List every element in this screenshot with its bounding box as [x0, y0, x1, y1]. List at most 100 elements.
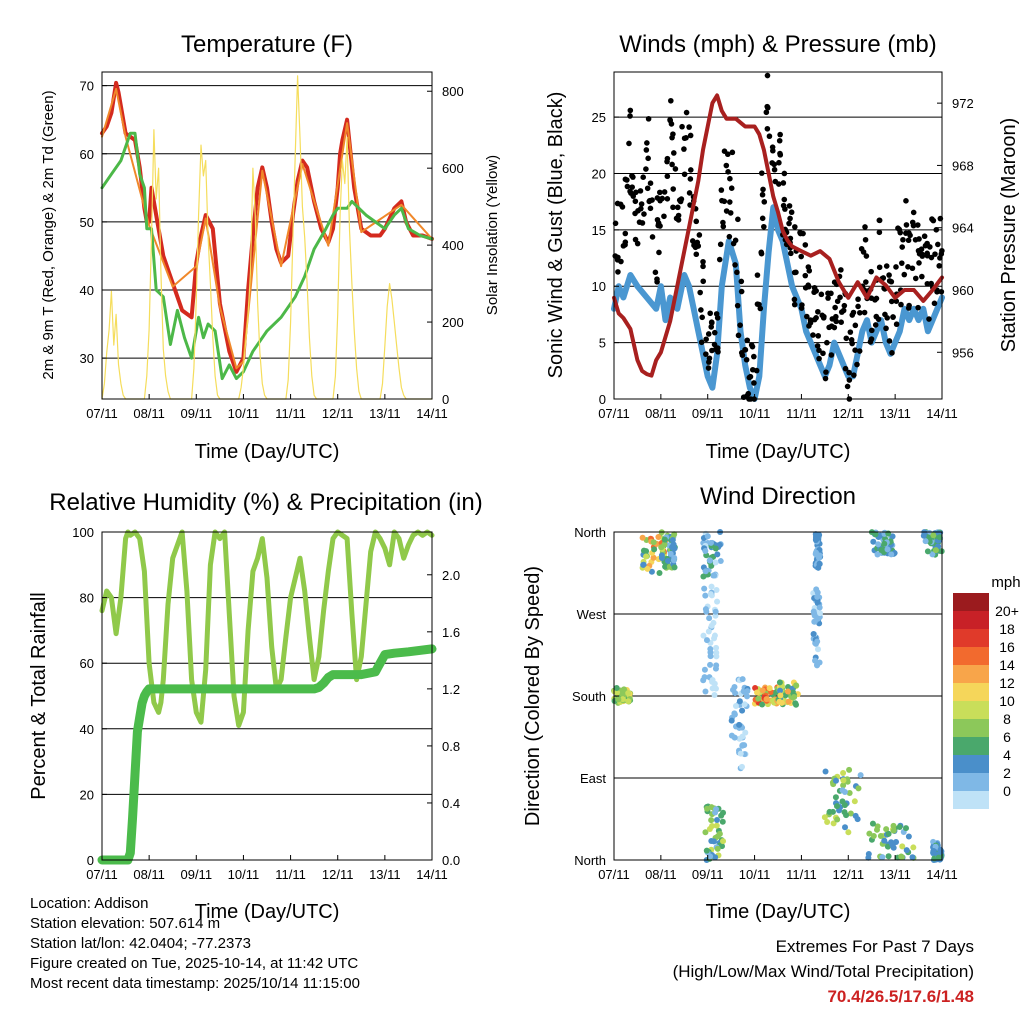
direction-point — [651, 546, 658, 553]
station-pressure-line — [612, 93, 944, 378]
station-latlon: Station lat/lon: 42.0404; -77.2373 — [30, 935, 252, 952]
gust-point — [620, 243, 627, 249]
direction-point — [709, 676, 716, 683]
colorbar-swatch — [953, 719, 989, 737]
y-tick-label: East — [580, 771, 606, 786]
temperature-plot-frame — [101, 71, 433, 400]
gust-point — [734, 302, 741, 309]
gust-point — [933, 227, 940, 233]
gust-point — [829, 316, 836, 322]
gust-point — [919, 251, 925, 258]
gust-point — [654, 279, 660, 285]
gust-point — [744, 337, 751, 344]
gust-point — [838, 319, 844, 325]
gust-point — [828, 352, 835, 358]
direction-point — [655, 533, 662, 540]
gust-point — [928, 254, 935, 261]
gust-point — [935, 241, 941, 248]
direction-point — [889, 533, 896, 540]
gust-point — [627, 113, 633, 119]
direction-point — [661, 541, 668, 548]
colorbar-label: 18 — [999, 621, 1015, 637]
direction-point — [713, 806, 720, 813]
gust-point — [758, 170, 765, 176]
wind-direction-panel: Wind Direction 07/11 08/11 09/11 10/11 11/11… — [522, 483, 1021, 923]
gust-point — [759, 215, 766, 222]
gust-point — [851, 372, 857, 378]
colorbar-label: 0 — [1003, 783, 1011, 799]
y-tick-label: 80 — [80, 591, 94, 606]
gust-point — [886, 338, 893, 344]
direction-point — [671, 564, 678, 571]
gust-point — [763, 109, 770, 116]
gust-point — [931, 300, 938, 307]
gust-point — [670, 186, 677, 192]
gust-point — [854, 361, 860, 368]
colorbar-label: 8 — [1003, 711, 1011, 727]
y-tick-label: North — [574, 853, 606, 868]
gust-point — [840, 307, 847, 314]
direction-point — [713, 644, 720, 651]
y-tick-label: 10 — [592, 279, 606, 294]
direction-point — [816, 532, 823, 539]
direction-point — [840, 777, 847, 784]
direction-point — [710, 838, 717, 845]
gust-point — [893, 321, 900, 328]
direction-point — [736, 721, 743, 728]
direction-point — [777, 692, 784, 699]
gust-point — [873, 295, 880, 302]
direction-point — [935, 854, 942, 861]
gust-point — [841, 302, 848, 309]
direction-point — [702, 688, 709, 695]
gust-point — [759, 191, 766, 198]
direction-point — [625, 698, 632, 705]
gust-point — [912, 275, 919, 282]
direction-point — [712, 559, 719, 566]
gust-point — [746, 374, 753, 381]
gust-point — [724, 151, 731, 158]
x-tick-label: 13/11 — [369, 406, 401, 421]
direction-point — [701, 666, 708, 673]
gust-point — [695, 243, 702, 249]
direction-point — [910, 844, 917, 851]
direction-point — [703, 637, 710, 644]
gust-point — [832, 304, 838, 311]
x-tick-label: 11/11 — [786, 867, 817, 882]
colorbar-swatch — [953, 629, 989, 647]
gust-point — [693, 218, 700, 225]
gust-point — [916, 236, 922, 242]
gust-point — [720, 223, 727, 230]
gust-point — [780, 202, 787, 209]
gust-point — [898, 301, 904, 308]
gust-point — [791, 269, 798, 276]
gust-point — [633, 189, 639, 196]
y-tick-label: 5 — [599, 336, 606, 351]
gust-point — [929, 216, 935, 222]
x-tick-label: 08/11 — [645, 867, 677, 882]
gust-point — [843, 335, 850, 342]
wind-direction-xlabel: Time (Day/UTC) — [706, 901, 851, 923]
extremes-box: Extremes For Past 7 Days (High/Low/Max W… — [673, 934, 974, 1009]
gust-point — [815, 333, 822, 339]
gust-point — [914, 222, 921, 228]
gust-point — [764, 72, 771, 79]
gust-point — [791, 296, 798, 303]
direction-point — [718, 812, 725, 819]
gust-point — [862, 224, 868, 230]
direction-point — [791, 694, 798, 701]
gust-point — [739, 352, 746, 358]
direction-point — [671, 531, 678, 538]
gust-point — [638, 201, 645, 207]
direction-point — [625, 690, 632, 697]
y-tick-label: 40 — [80, 722, 94, 737]
gust-point — [700, 263, 706, 270]
gust-point — [713, 311, 720, 317]
gust-point — [848, 337, 855, 343]
direction-point — [711, 572, 718, 579]
direction-point — [643, 553, 650, 560]
gust-point — [918, 246, 925, 253]
gust-point — [909, 219, 916, 226]
station-location: Location: Addison — [30, 895, 149, 912]
gust-point — [735, 216, 741, 223]
gust-point — [936, 263, 943, 269]
